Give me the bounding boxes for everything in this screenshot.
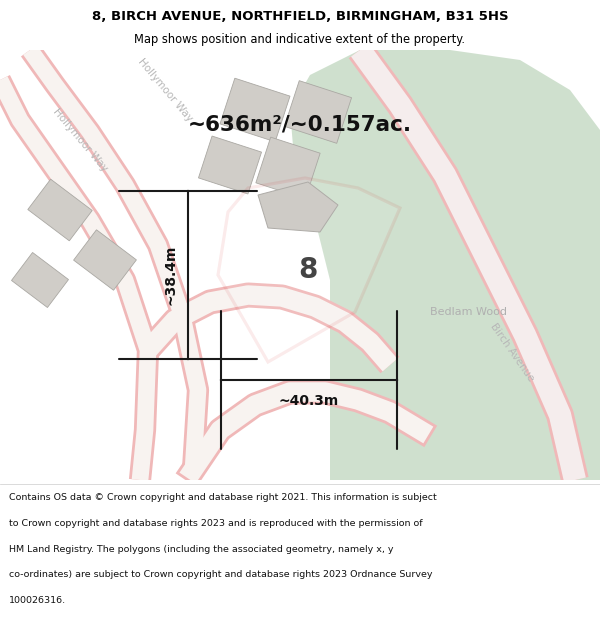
Bar [284, 81, 352, 143]
Text: Bedlam Wood: Bedlam Wood [430, 307, 506, 317]
Polygon shape [258, 182, 338, 232]
Bar [11, 253, 68, 308]
Text: 8, BIRCH AVENUE, NORTHFIELD, BIRMINGHAM, B31 5HS: 8, BIRCH AVENUE, NORTHFIELD, BIRMINGHAM,… [92, 10, 508, 23]
Bar [199, 136, 262, 194]
Polygon shape [290, 50, 600, 480]
Text: co-ordinates) are subject to Crown copyright and database rights 2023 Ordnance S: co-ordinates) are subject to Crown copyr… [9, 571, 433, 579]
Text: Birch Avenue: Birch Avenue [488, 321, 536, 383]
Text: Hollymoor Way: Hollymoor Way [51, 107, 109, 173]
Text: Contains OS data © Crown copyright and database right 2021. This information is : Contains OS data © Crown copyright and d… [9, 493, 437, 502]
Text: ~38.4m: ~38.4m [164, 245, 178, 305]
Bar [74, 230, 136, 290]
Bar [256, 137, 320, 199]
Text: Map shows position and indicative extent of the property.: Map shows position and indicative extent… [134, 32, 466, 46]
Polygon shape [218, 178, 400, 362]
Text: to Crown copyright and database rights 2023 and is reproduced with the permissio: to Crown copyright and database rights 2… [9, 519, 422, 528]
Text: HM Land Registry. The polygons (including the associated geometry, namely x, y: HM Land Registry. The polygons (includin… [9, 544, 394, 554]
Text: 8: 8 [298, 256, 317, 284]
Bar [28, 179, 92, 241]
Bar [220, 78, 290, 142]
Text: ~636m²/~0.157ac.: ~636m²/~0.157ac. [188, 115, 412, 135]
Text: 100026316.: 100026316. [9, 596, 66, 605]
Text: Hollymoor Way: Hollymoor Way [136, 57, 194, 123]
Text: ~40.3m: ~40.3m [279, 394, 339, 408]
